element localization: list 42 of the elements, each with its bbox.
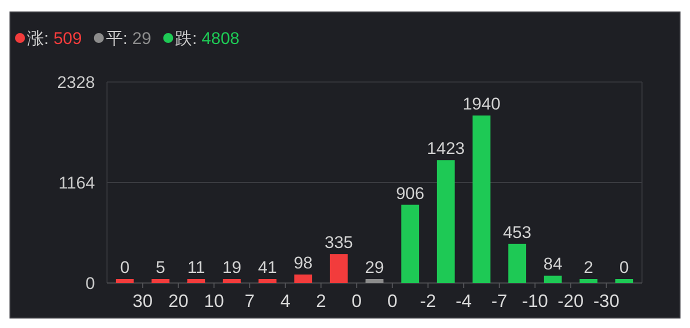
text: -10 [522,291,548,311]
text: 2 [316,291,326,311]
y-tick-label: 1164 [58,174,95,192]
text: 10 [204,291,224,311]
legend-label: 跌: 4808 [175,29,240,48]
bar [401,204,420,283]
text: 4 [280,291,290,311]
text: -20 [558,291,584,311]
text: 7 [244,291,255,311]
data-label: 11 [187,258,205,277]
data-label: 2 [584,258,594,277]
legend-label: 平: 29 [106,29,152,48]
bar [472,116,490,283]
text: 0 [387,291,398,311]
text: 0 [352,291,362,311]
text: 20 [168,291,188,311]
data-label: 41 [258,258,277,277]
text: -4 [456,291,472,311]
bar [508,244,526,283]
data-label: 335 [324,233,354,252]
bar [294,274,312,283]
data-label: 5 [156,258,166,277]
data-label: 1423 [426,139,465,158]
data-label: 0 [619,258,629,277]
data-label: 19 [222,258,242,277]
legend-label: 涨: 509 [27,29,82,48]
data-label: 0 [120,258,130,277]
data-label: 98 [294,254,313,273]
bar [544,276,562,283]
text: -2 [420,291,436,311]
data-label: 906 [396,184,424,203]
data-label: 29 [365,258,384,277]
y-tick-label: 0 [86,274,95,293]
bar [436,160,455,283]
data-label: 1940 [462,94,500,114]
bar [330,254,348,283]
text: -7 [491,291,508,311]
text: 30 [132,291,153,311]
data-label: 453 [502,222,532,242]
text: -30 [593,291,620,311]
y-tick-label: 2328 [57,73,95,92]
data-label: 84 [543,254,562,274]
